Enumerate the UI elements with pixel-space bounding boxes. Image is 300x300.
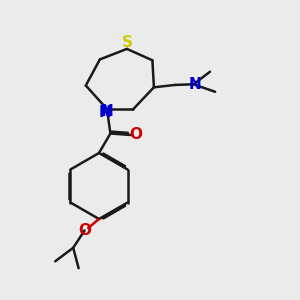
Text: N: N	[101, 104, 114, 119]
Text: S: S	[122, 35, 132, 50]
Text: O: O	[129, 128, 142, 142]
Text: N: N	[99, 105, 111, 120]
Text: N: N	[189, 77, 201, 92]
Text: O: O	[78, 223, 91, 238]
